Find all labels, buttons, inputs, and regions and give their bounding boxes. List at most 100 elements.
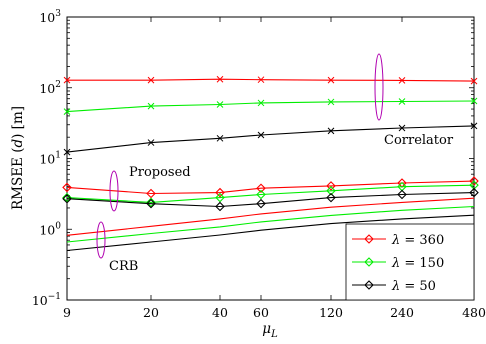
data-point-x-marker bbox=[327, 76, 335, 84]
x-tick-label: 60 bbox=[253, 305, 269, 320]
data-point-x-marker bbox=[470, 97, 478, 105]
y-tick-base: 10 bbox=[39, 81, 55, 96]
y-tick-label: 101 bbox=[39, 151, 61, 167]
y-tick-label: 103 bbox=[39, 9, 61, 25]
data-point-diamond-marker bbox=[397, 189, 407, 200]
series-line bbox=[67, 78, 475, 82]
y-tick-exponent: −1 bbox=[48, 292, 61, 302]
legend-label: λ = 50 bbox=[391, 279, 436, 294]
data-point-diamond-marker bbox=[62, 193, 72, 204]
data-point-diamond-marker bbox=[469, 176, 479, 186]
data-point-x-marker bbox=[257, 76, 265, 84]
legend-symbol: λ bbox=[391, 256, 400, 271]
series-line bbox=[66, 184, 475, 203]
series-crb-lambda-50 bbox=[66, 214, 475, 252]
data-point-diamond-marker bbox=[215, 192, 225, 203]
legend-entry-lambda-360: λ = 360 bbox=[352, 233, 444, 248]
legend-entry-lambda-150: λ = 150 bbox=[352, 256, 444, 271]
data-point-diamond-marker bbox=[146, 188, 156, 199]
proposed-ellipse bbox=[109, 170, 119, 212]
legend-label: λ = 150 bbox=[391, 256, 444, 271]
data-point-diamond-marker bbox=[256, 198, 266, 209]
y-tick-base: 10 bbox=[39, 10, 55, 25]
data-point-diamond-marker bbox=[256, 189, 266, 200]
data-point-x-marker bbox=[63, 148, 71, 156]
data-point-diamond-marker bbox=[469, 187, 479, 198]
data-point-diamond-marker bbox=[146, 197, 156, 208]
legend-entry-lambda-50: λ = 50 bbox=[352, 279, 436, 294]
legend-symbol: λ bbox=[391, 233, 400, 248]
data-point-x-marker bbox=[147, 102, 155, 110]
data-point-diamond-marker bbox=[146, 198, 156, 209]
series-crb-lambda-150 bbox=[66, 205, 475, 243]
data-point-x-marker bbox=[398, 124, 406, 132]
x-tick-label: 240 bbox=[390, 305, 414, 320]
x-tick-label: 40 bbox=[212, 305, 228, 320]
x-axis-symbol: μ bbox=[262, 321, 271, 337]
data-point-x-marker bbox=[257, 99, 265, 107]
data-point-diamond-marker bbox=[215, 201, 225, 212]
x-tick-label: 20 bbox=[143, 305, 159, 320]
y-tick-label: 10−1 bbox=[32, 292, 61, 308]
legend-value: = 150 bbox=[400, 256, 444, 271]
data-point-x-marker bbox=[398, 77, 406, 84]
y-tick-base: 10 bbox=[32, 293, 48, 308]
y-tick-exponent: 0 bbox=[55, 221, 61, 231]
data-point-diamond-marker bbox=[364, 280, 374, 290]
series-line bbox=[66, 197, 475, 236]
correlator-ellipse bbox=[374, 53, 384, 121]
y-tick-base: 10 bbox=[39, 152, 55, 167]
data-point-x-marker bbox=[470, 122, 478, 130]
data-point-x-marker bbox=[327, 98, 335, 106]
x-tick-label: 9 bbox=[63, 305, 71, 320]
data-point-diamond-marker bbox=[62, 182, 72, 193]
data-point-x-marker bbox=[398, 98, 406, 105]
data-point-diamond-marker bbox=[256, 183, 266, 194]
series-crb-lambda-360 bbox=[66, 197, 475, 236]
data-point-x-marker bbox=[216, 101, 224, 108]
series-correlator-lambda-150 bbox=[63, 97, 478, 115]
data-point-x-marker bbox=[216, 134, 224, 142]
x-axis-subscript: L bbox=[270, 329, 278, 340]
data-point-diamond-marker bbox=[326, 192, 336, 203]
y-tick-label: 100 bbox=[39, 221, 61, 237]
data-point-x-marker bbox=[216, 75, 224, 83]
crb-ellipse bbox=[96, 221, 106, 259]
series-line bbox=[66, 192, 475, 208]
series-proposed-lambda-50 bbox=[62, 187, 479, 212]
series-line bbox=[66, 205, 475, 243]
data-point-diamond-marker bbox=[326, 185, 336, 196]
series-line bbox=[66, 214, 475, 252]
y-axis-title: RMSEE (d) [m] bbox=[10, 106, 26, 210]
data-point-x-marker bbox=[63, 76, 71, 84]
data-point-x-marker bbox=[147, 139, 155, 146]
y-axis-title-part: ) [m] bbox=[10, 106, 26, 139]
legend-value: = 50 bbox=[400, 279, 436, 294]
y-tick-exponent: 1 bbox=[55, 151, 61, 161]
annotation-crb: CRB bbox=[109, 259, 138, 274]
series-line bbox=[66, 180, 475, 195]
x-tick-label: 480 bbox=[462, 305, 486, 320]
data-point-diamond-marker bbox=[364, 234, 374, 244]
data-point-diamond-marker bbox=[364, 257, 374, 267]
data-point-x-marker bbox=[257, 131, 265, 139]
legend-label: λ = 360 bbox=[391, 233, 444, 248]
data-point-diamond-marker bbox=[215, 187, 225, 198]
y-tick-base: 10 bbox=[39, 222, 55, 237]
x-axis-title: μL bbox=[262, 321, 278, 340]
data-point-x-marker bbox=[470, 77, 478, 85]
legend-value: = 360 bbox=[400, 233, 444, 248]
annotation-proposed: Proposed bbox=[129, 165, 191, 180]
series-proposed-lambda-150 bbox=[62, 180, 479, 208]
series-line bbox=[66, 100, 475, 113]
legend-symbol: λ bbox=[391, 279, 400, 294]
data-point-x-marker bbox=[63, 108, 71, 115]
data-point-diamond-marker bbox=[62, 192, 72, 203]
y-tick-label: 102 bbox=[39, 80, 61, 96]
series-correlator-lambda-50 bbox=[63, 122, 478, 156]
data-point-x-marker bbox=[327, 127, 335, 135]
annotation-correlator: Correlator bbox=[384, 133, 454, 148]
